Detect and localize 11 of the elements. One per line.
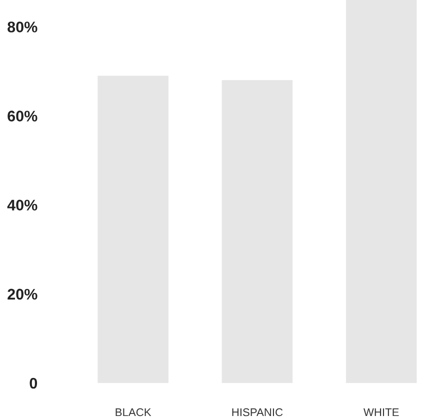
bar xyxy=(98,76,168,383)
y-tick-label: 20% xyxy=(8,288,38,300)
bar xyxy=(346,0,417,383)
x-tick-label: WHITE xyxy=(363,408,399,416)
y-tick-label: 40% xyxy=(7,200,38,211)
x-tick-label: BLACK xyxy=(116,408,152,416)
bar xyxy=(222,80,293,383)
y-tick-label: 80% xyxy=(8,22,38,32)
x-tick-label: HISPANIC xyxy=(232,408,283,416)
y-tick-label: 0 xyxy=(30,378,38,389)
y-tick-label: 60% xyxy=(8,110,38,122)
